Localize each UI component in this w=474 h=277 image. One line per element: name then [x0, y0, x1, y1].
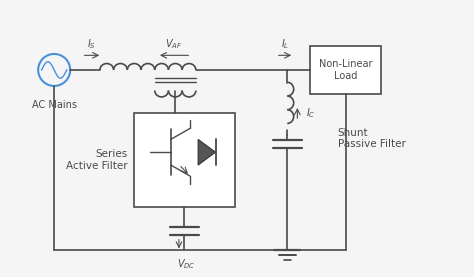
Text: Shunt
Passive Filter: Shunt Passive Filter	[337, 128, 405, 149]
Text: Series
Active Filter: Series Active Filter	[66, 149, 128, 171]
Text: $I_C$: $I_C$	[307, 106, 316, 120]
Text: $V_{AF}$: $V_{AF}$	[165, 37, 182, 51]
FancyBboxPatch shape	[310, 46, 381, 94]
Text: $I_L$: $I_L$	[281, 37, 289, 51]
Text: AC Mains: AC Mains	[32, 100, 77, 110]
Polygon shape	[198, 139, 216, 165]
Text: Non-Linear
Load: Non-Linear Load	[319, 59, 372, 81]
Text: $I_S$: $I_S$	[87, 37, 96, 51]
FancyBboxPatch shape	[134, 113, 235, 207]
Text: $V_{DC}$: $V_{DC}$	[177, 257, 196, 271]
